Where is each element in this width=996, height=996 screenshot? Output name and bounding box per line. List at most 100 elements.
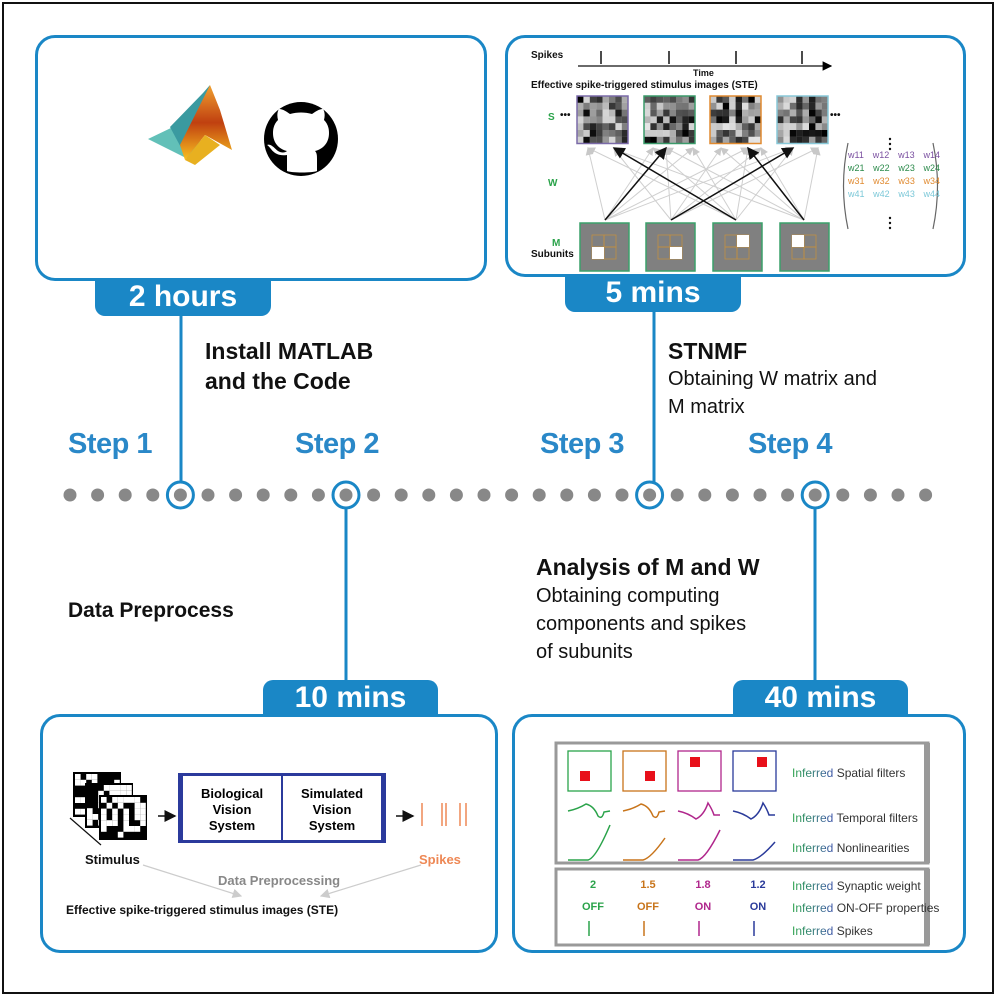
stimulus-pixel [75, 808, 81, 815]
preprocess-figure [69, 772, 467, 899]
ste-pixel [656, 123, 664, 131]
ste-pixel [821, 136, 829, 144]
ellipsis: ••• [830, 110, 841, 121]
stimulus-pixel [134, 797, 141, 803]
inferred-word: Inferred [792, 841, 837, 855]
subunits-label: Subunits [531, 249, 574, 260]
ste-pixel [729, 130, 736, 137]
timeline-dot [836, 488, 850, 502]
ste-pixel [742, 109, 749, 117]
ste-pixel [735, 116, 743, 124]
desc-line: M matrix [668, 396, 745, 418]
weight-arrow [604, 147, 654, 221]
row-label-text: Temporal filters [836, 811, 918, 825]
temporal-filter-curve [622, 803, 666, 819]
biological-vision-system: Biological Vision System [183, 776, 283, 840]
ste-pixel [589, 136, 597, 144]
synaptic-weight-value: 1.2 [750, 879, 766, 891]
time-label: Time [693, 68, 714, 78]
row-label-text: Nonlinearities [836, 841, 910, 855]
spatial-filter-box [622, 750, 667, 792]
subunit-image [579, 222, 630, 272]
ste-pixel [621, 116, 629, 124]
temporal-filter-curve [567, 803, 611, 819]
ste-pixel [615, 109, 622, 117]
matlab-logo [148, 85, 232, 165]
ste-pixel [783, 123, 790, 131]
stimulus-pixel [112, 808, 118, 815]
ste-pixel [815, 96, 822, 103]
ste-pixel [602, 116, 610, 124]
ste-pixel [650, 109, 657, 117]
subpanel-edge [924, 743, 930, 863]
ste-pixel [609, 116, 616, 124]
stimulus-pixel [123, 814, 129, 821]
ste-pixel [609, 109, 616, 117]
stimulus-pixel [106, 820, 113, 826]
ste-pixel [802, 96, 810, 103]
on-off-value: ON [749, 901, 767, 913]
stimulus-pixel [80, 779, 87, 786]
stimulus-pixel [112, 820, 118, 826]
ste-pixel [710, 96, 717, 103]
weight-arrow [720, 147, 805, 221]
step2-title: Data Preprocess [68, 599, 234, 622]
step2-label: Step 2 [295, 428, 380, 460]
stimulus-pixel [87, 808, 93, 814]
ste-pixel [777, 136, 784, 144]
ste-pixel [583, 109, 590, 117]
weight-arrow [735, 147, 751, 221]
ste-pixel [602, 130, 610, 137]
ste-pixel [754, 136, 762, 144]
ste-pixel [710, 116, 717, 124]
ste-pixel [735, 96, 743, 103]
ste-pixel [621, 136, 629, 144]
timeline-dot [919, 488, 933, 502]
nonlinearity-curve [733, 841, 776, 861]
ste-pixel [809, 130, 816, 137]
ste-pixel [777, 109, 784, 117]
stimulus-pixel [115, 785, 121, 791]
stimulus-pixel [98, 790, 104, 797]
time-diagonal [69, 817, 102, 846]
matrix-entry: w21 [848, 163, 865, 173]
stimulus-pixel [123, 820, 129, 826]
desc-line: of subunits [536, 641, 633, 663]
weight-arrow [665, 147, 805, 221]
subunit-active-pixel [792, 235, 804, 247]
step2-panel: Biological Vision System Simulated Vision Sy… [40, 714, 498, 953]
ste-pixel [809, 102, 816, 110]
ste-pixel [663, 123, 670, 131]
ste-pixel [722, 130, 730, 137]
ste-pixel [688, 116, 696, 124]
matrix-entry: w11 [848, 150, 864, 160]
ste-pixel [716, 136, 723, 144]
stimulus-pixel [120, 790, 127, 797]
stimulus-pixel [101, 797, 107, 803]
stimulus-pixel [112, 814, 118, 821]
stimulus-pixel [126, 790, 132, 797]
spatial-filter-center [690, 757, 700, 767]
subunit-image [712, 222, 763, 272]
inferred-word: Inferred [792, 901, 837, 915]
matrix-entry: w34 [923, 176, 940, 186]
ste-pixel [729, 116, 736, 124]
ste-pixel [783, 109, 790, 117]
temporal-filter-curve [677, 801, 720, 820]
ste-border [776, 95, 829, 145]
matrix-entry: w12 [872, 150, 890, 160]
synaptic-weight-value: 1.5 [640, 879, 656, 891]
ste-border [576, 95, 629, 145]
weight-arrow [587, 147, 737, 221]
stimulus-pixel [140, 820, 146, 826]
ste-pixel [621, 96, 629, 103]
ste-pixel [682, 123, 689, 131]
timeline-dot [367, 488, 381, 502]
ste-pixel [722, 116, 730, 124]
w-label: W [548, 178, 558, 189]
ste-pixel [710, 123, 717, 131]
ste-pixel [802, 130, 810, 137]
ste-pixel [676, 109, 683, 117]
stimulus-pixel [101, 820, 107, 826]
ste-pixel [644, 109, 651, 117]
